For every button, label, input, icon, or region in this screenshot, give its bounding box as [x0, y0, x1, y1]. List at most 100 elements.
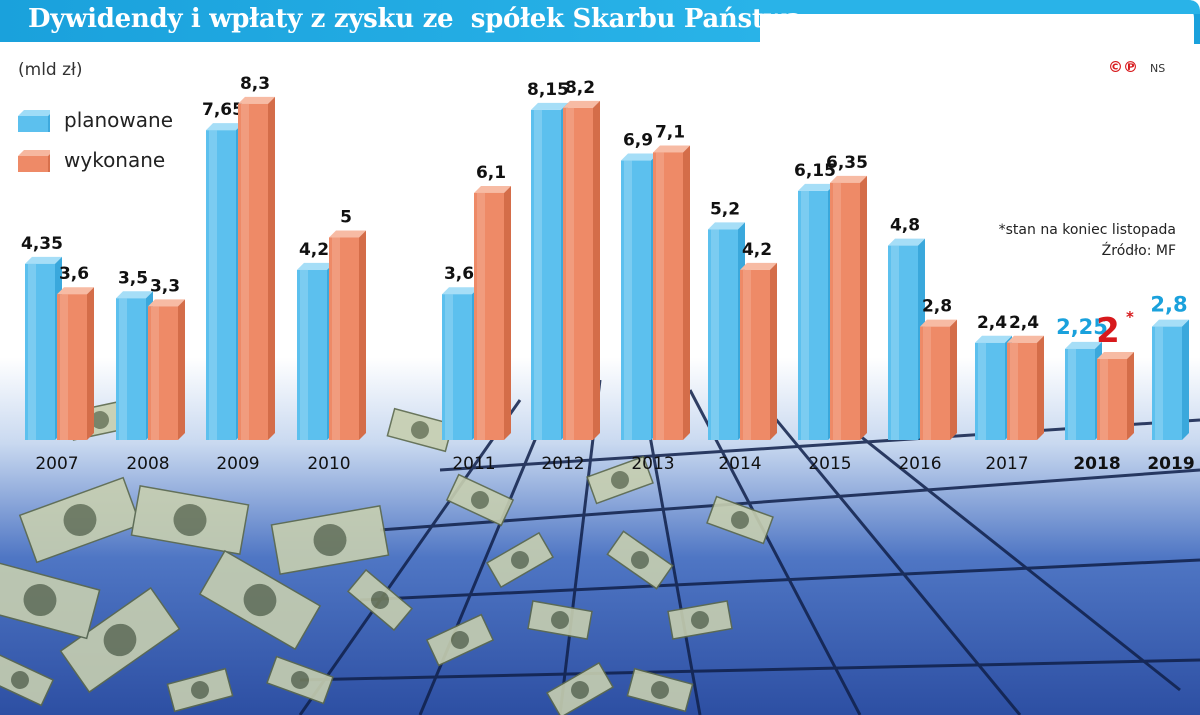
data-label-actual-2009: 8,3	[240, 74, 270, 94]
x-tick-label-2019: 2019	[1147, 454, 1194, 474]
banknote-decoration	[706, 495, 774, 545]
banknote-decoration	[18, 476, 142, 564]
data-label-planned-2013: 6,9	[623, 131, 653, 151]
banknote-decoration	[527, 600, 593, 640]
x-tick-label-2014: 2014	[718, 454, 761, 474]
bar-planned-2013	[621, 153, 658, 441]
legend-label-actual: wykonane	[64, 148, 166, 172]
x-tick-label-2018: 2018	[1073, 454, 1120, 474]
bar-actual-2011	[474, 185, 511, 440]
chart-notes: *stan na koniec listopada Źródło: MF	[999, 220, 1176, 262]
x-tick-label-2011: 2011	[452, 454, 495, 474]
banknote-decoration	[606, 530, 674, 590]
data-label-planned-2010: 4,2	[299, 240, 329, 260]
bar-actual-2017	[1007, 335, 1044, 440]
legend-label-planned: planowane	[64, 108, 174, 132]
bar-actual-2010	[329, 230, 366, 440]
banknote-decoration	[266, 655, 334, 705]
data-label-actual-2015: 6,35	[826, 153, 868, 173]
banknote-decoration	[425, 613, 495, 667]
data-label-planned-2011: 3,6	[444, 264, 474, 284]
x-tick-label-2017: 2017	[985, 454, 1028, 474]
banknote-decoration	[445, 473, 515, 527]
bar-actual-2009	[238, 96, 275, 440]
publisher-logo-mark: ©℗	[1108, 58, 1138, 76]
data-label-actual-2011: 6,1	[476, 163, 506, 183]
x-tick-label-2016: 2016	[898, 454, 941, 474]
grid-decoration	[359, 558, 1200, 602]
banknote-decoration	[130, 484, 250, 556]
title-bar	[0, 0, 1200, 44]
x-tick-label-2007: 2007	[35, 454, 78, 474]
data-label-actual-2014: 4,2	[742, 240, 772, 260]
data-label-actual-2018: 2	[1096, 311, 1120, 351]
chart-title: Dywidendy i wpłaty z zysku ze spółek Ska…	[28, 4, 803, 34]
bar-actual-2016	[920, 319, 957, 440]
data-label-actual-2017: 2,4	[1009, 313, 1039, 333]
grid-decoration	[688, 389, 862, 715]
banknote-decoration	[59, 586, 181, 694]
x-tick-label-2009: 2009	[216, 454, 259, 474]
grid-decoration	[379, 468, 1200, 532]
grid-decoration	[298, 399, 522, 715]
grid-decoration	[758, 399, 1022, 715]
data-label-planned-2016: 4,8	[890, 216, 920, 236]
bar-actual-2015	[830, 175, 867, 440]
data-label-planned-2018: 2,25	[1056, 315, 1108, 339]
data-label-planned-2015: 6,15	[794, 161, 836, 181]
bar-actual-2007	[57, 287, 94, 440]
banknote-decoration	[346, 568, 414, 632]
banknote-decoration	[626, 667, 694, 713]
data-label-planned-2019: 2,8	[1150, 293, 1187, 317]
data-label-actual-2016: 2,8	[922, 297, 952, 317]
data-label-actual-2012: 8,2	[565, 78, 595, 98]
footnote: *stan na koniec listopada	[998, 222, 1176, 238]
legend-swatch-actual	[18, 150, 50, 172]
bar-planned-2012	[531, 102, 568, 441]
bar-planned-2016	[888, 238, 925, 440]
data-label-actual-2013: 7,1	[655, 122, 685, 142]
data-label-planned-2008: 3,5	[118, 268, 148, 288]
data-label-planned-2009: 7,65	[202, 100, 244, 120]
data-label-planned-2014: 5,2	[710, 199, 740, 219]
bar-planned-2010	[297, 262, 334, 440]
banknote-decoration	[545, 661, 615, 715]
x-tick-label-2015: 2015	[808, 454, 851, 474]
bar-planned-2018	[1065, 341, 1102, 440]
x-tick-label-2012: 2012	[541, 454, 584, 474]
legend-swatch-planned	[18, 110, 50, 132]
data-label-planned-2012: 8,15	[527, 80, 569, 100]
footnote-asterisk: *	[1126, 308, 1134, 326]
bar-planned-2008	[116, 291, 153, 440]
bar-actual-2018	[1097, 352, 1134, 440]
banknote-decoration	[0, 653, 55, 707]
banknote-decoration	[198, 549, 322, 651]
bar-actual-2013	[653, 145, 690, 440]
banknote-decoration	[667, 600, 733, 640]
banknote-decoration	[485, 531, 555, 589]
x-tick-label-2010: 2010	[307, 454, 350, 474]
banknote-decoration	[270, 504, 390, 576]
data-label-actual-2007: 3,6	[59, 264, 89, 284]
author-initials: NS	[1150, 62, 1166, 75]
bar-actual-2008	[148, 299, 185, 440]
x-tick-label-2013: 2013	[631, 454, 674, 474]
bar-actual-2012	[563, 100, 600, 441]
grid-decoration	[299, 658, 1200, 682]
data-label-planned-2007: 4,35	[21, 234, 63, 254]
y-axis-unit-label: (mld zł)	[18, 60, 83, 80]
bar-planned-2011	[442, 287, 479, 440]
banknote-decoration	[166, 667, 234, 713]
bar-planned-2015	[798, 183, 835, 441]
bar-planned-2017	[975, 335, 1012, 440]
bar-planned-2007	[25, 256, 62, 440]
bar-planned-2019	[1152, 319, 1189, 440]
bar-planned-2009	[206, 123, 243, 441]
x-tick-label-2008: 2008	[126, 454, 169, 474]
source-label: Źródło: MF	[1101, 243, 1176, 259]
bar-planned-2014	[708, 222, 745, 440]
bar-actual-2014	[740, 262, 777, 440]
data-label-actual-2010: 5	[340, 208, 352, 228]
